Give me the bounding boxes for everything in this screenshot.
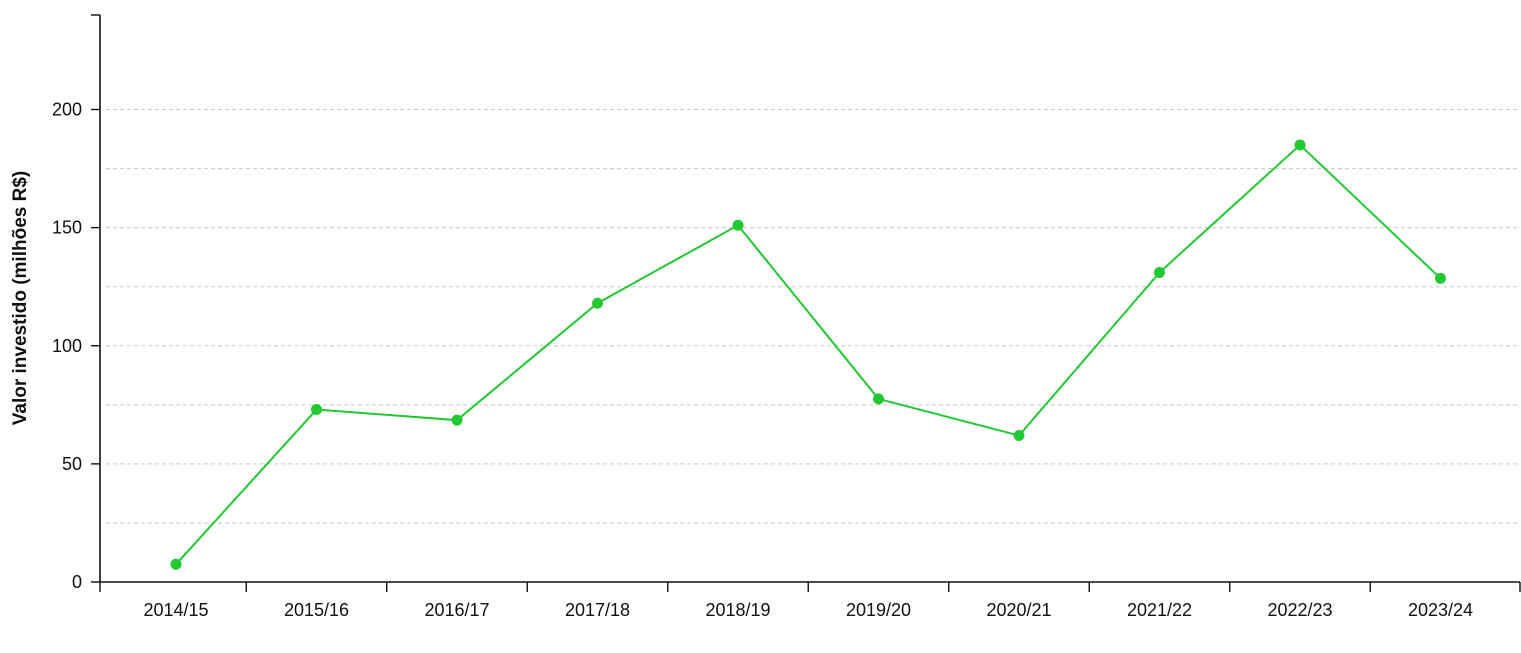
x-tick-label: 2016/17 xyxy=(424,600,489,620)
x-tick-label: 2014/15 xyxy=(143,600,208,620)
y-tick-label: 200 xyxy=(52,100,82,120)
x-tick-label: 2019/20 xyxy=(846,600,911,620)
data-point xyxy=(170,558,182,570)
y-axis-title: Valor investido (milhões R$) xyxy=(10,171,31,425)
y-tick-label: 100 xyxy=(52,336,82,356)
x-tick-label: 2017/18 xyxy=(565,600,630,620)
data-point xyxy=(1154,267,1165,279)
x-tick-label: 2022/23 xyxy=(1267,600,1332,620)
data-point xyxy=(1435,272,1446,284)
data-point xyxy=(592,297,603,309)
series-line xyxy=(175,143,1442,565)
data-point xyxy=(1294,139,1306,151)
gridlines xyxy=(106,109,1520,524)
y-tick-label: 150 xyxy=(52,218,82,238)
x-tick-label: 2023/24 xyxy=(1408,600,1473,620)
y-axis-ticks: 0 50 100 150 200 xyxy=(52,14,100,592)
data-point xyxy=(873,393,884,405)
y-tick-label: 0 xyxy=(72,572,82,592)
x-tick-label: 2015/16 xyxy=(284,600,349,620)
x-tick-label: 2018/19 xyxy=(705,600,770,620)
x-tick-label: 2020/21 xyxy=(986,600,1051,620)
series xyxy=(170,139,1446,570)
x-axis-ticks: 2014/15 2015/16 2016/17 2017/18 2018/19 2019/… xyxy=(99,582,1521,620)
x-tick-label: 2021/22 xyxy=(1127,600,1192,620)
y-tick-label: 50 xyxy=(62,454,82,474)
data-point xyxy=(311,404,322,416)
data-point xyxy=(732,219,744,231)
data-point xyxy=(1013,430,1025,442)
data-point xyxy=(451,414,463,426)
axes xyxy=(99,15,1520,583)
